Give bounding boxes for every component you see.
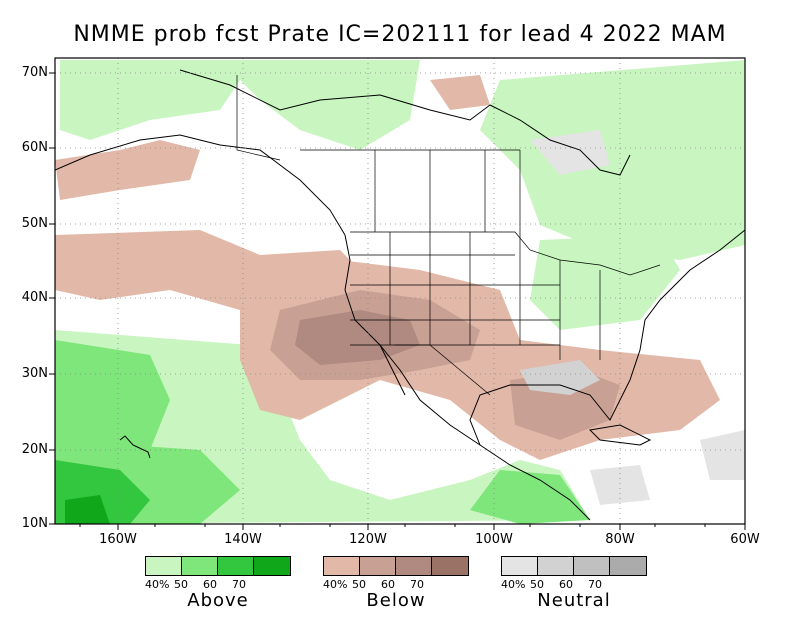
legend-above-ticks: 40% 50 60 70 <box>145 578 291 591</box>
above-normal-regions <box>55 60 745 524</box>
lat-label-30n: 30N <box>21 366 48 381</box>
legend-above: 40% 50 60 70 Above <box>145 556 291 611</box>
lat-label-10n: 10N <box>21 516 48 531</box>
neutral-region-quebec <box>530 130 610 175</box>
legend-below-label: Below <box>366 590 426 611</box>
legend-above-swatches <box>145 556 291 576</box>
legend-above-swatch-60 <box>218 557 254 575</box>
above-region-canada-east <box>480 60 745 260</box>
neutral-regions <box>520 130 745 505</box>
above-region-central-america <box>470 470 590 524</box>
legend-below-tick-50: 50 <box>352 578 366 591</box>
legend-neutral-ticks: 40% 50 60 70 <box>501 578 647 591</box>
legend-below-swatch-70 <box>432 557 468 575</box>
below-normal-regions <box>55 75 720 460</box>
lon-label-80w: 80W <box>605 532 635 547</box>
coastline-east <box>629 229 745 381</box>
legend-below: 40% 50 60 70 Below <box>323 556 469 611</box>
above-region-alaska <box>60 60 240 140</box>
lon-label-160w: 160W <box>99 532 137 547</box>
legend-below-swatches <box>323 556 469 576</box>
coastline-alaska <box>55 134 346 236</box>
legend-above-tick-60: 60 <box>203 578 217 591</box>
below-region-southwest-strong <box>295 310 420 365</box>
legend-above-swatch-40 <box>146 557 182 575</box>
legend-above-label: Above <box>187 590 249 611</box>
lon-label-140w: 140W <box>224 532 262 547</box>
legend-below-tick-40: 40% <box>323 578 348 591</box>
tick-marks <box>49 72 746 530</box>
coastline-baja <box>379 344 406 396</box>
above-region-arctic <box>220 60 420 150</box>
neutral-region-gulf <box>520 360 600 395</box>
neutral-region-caribbean <box>590 465 650 505</box>
legend-neutral-swatch-70 <box>610 557 646 575</box>
legend-below-tick-70: 70 <box>410 578 424 591</box>
neutral-region-atlantic <box>700 430 745 480</box>
coastline-hudson <box>489 104 631 176</box>
lat-label-20n: 20N <box>21 442 48 457</box>
legend-neutral-tick-40: 40% <box>501 578 526 591</box>
lat-label-50n: 50N <box>21 216 48 231</box>
coastline-hawaii <box>119 435 151 459</box>
below-region-hudson <box>430 75 490 110</box>
legend-below-swatch-60 <box>396 557 432 575</box>
legend-neutral-tick-70: 70 <box>588 578 602 591</box>
legend-below-swatch-40 <box>324 557 360 575</box>
coastline-cuba <box>588 424 652 446</box>
legend-below-swatch-50 <box>360 557 396 575</box>
legend-neutral-tick-50: 50 <box>530 578 544 591</box>
coastline-gulf <box>469 379 631 446</box>
map-frame <box>54 57 746 525</box>
legend-above-tick-40: 40% <box>145 578 170 591</box>
above-region-pacific-max <box>65 495 110 524</box>
lon-label-100w: 100W <box>475 532 513 547</box>
legend-neutral-swatch-60 <box>574 557 610 575</box>
above-region-great-lakes <box>530 235 680 330</box>
legend-neutral-tick-60: 60 <box>559 578 573 591</box>
gridlines <box>55 58 745 524</box>
lon-label-60w: 60W <box>730 532 760 547</box>
legend-above-swatch-70 <box>254 557 290 575</box>
legend-below-ticks: 40% 50 60 70 <box>323 578 469 591</box>
legend-neutral-swatches <box>501 556 647 576</box>
border-alaska-canada <box>236 75 281 161</box>
legend-above-tick-50: 50 <box>174 578 188 591</box>
legend-neutral-label: Neutral <box>537 590 611 611</box>
coastline-arctic <box>179 69 491 121</box>
legend-above-swatch-50 <box>182 557 218 575</box>
coastlines <box>55 69 745 521</box>
political-borders <box>236 75 661 396</box>
lat-label-40n: 40N <box>21 290 48 305</box>
lon-label-120w: 120W <box>349 532 387 547</box>
lat-label-70n: 70N <box>21 65 48 80</box>
legend-above-tick-70: 70 <box>232 578 246 591</box>
legend-neutral: 40% 50 60 70 Neutral <box>501 556 647 611</box>
coastline-west <box>344 234 591 521</box>
border-us-states <box>350 232 601 360</box>
legend-neutral-swatch-50 <box>538 557 574 575</box>
legend-neutral-swatch-40 <box>502 557 538 575</box>
legend-below-tick-60: 60 <box>381 578 395 591</box>
lat-label-60n: 60N <box>21 140 48 155</box>
map-title: NMME prob fcst Prate IC=202111 for lead … <box>73 22 727 47</box>
border-canada-provinces <box>300 149 521 232</box>
